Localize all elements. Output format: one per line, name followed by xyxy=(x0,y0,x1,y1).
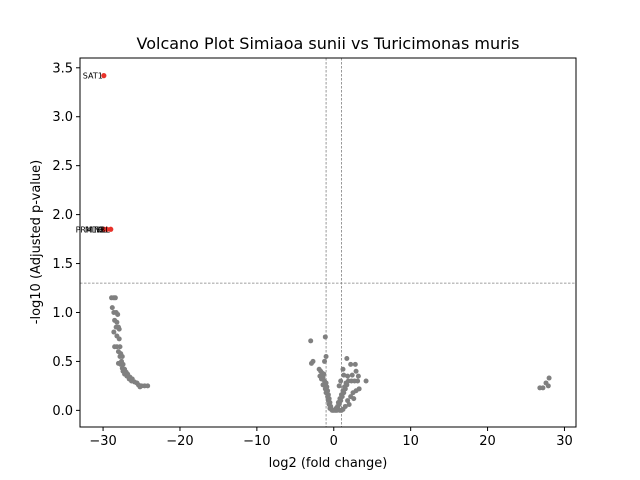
gene-label: PRMT8 xyxy=(76,225,103,234)
data-point xyxy=(344,355,350,361)
significant-point xyxy=(108,226,114,232)
x-axis-ticks: −30 −20 −10 0 10 20 30 xyxy=(89,427,573,449)
threshold-lines xyxy=(80,58,576,427)
x-tick-label: 20 xyxy=(479,434,496,449)
data-point xyxy=(349,372,355,378)
y-axis-title: -log10 (Adjusted p-value) xyxy=(29,160,44,324)
data-point xyxy=(114,319,120,325)
data-point xyxy=(342,403,348,409)
y-tick-label: 3.5 xyxy=(52,61,73,76)
data-point xyxy=(323,354,329,360)
data-point xyxy=(345,373,351,379)
y-tick-label: 1.5 xyxy=(52,257,73,272)
data-point xyxy=(120,361,126,367)
data-point xyxy=(336,383,342,389)
data-point xyxy=(322,334,328,340)
data-point xyxy=(348,361,354,367)
data-point xyxy=(112,295,118,301)
y-tick-label: 2.5 xyxy=(52,159,73,174)
data-point xyxy=(350,390,356,396)
y-tick-label: 3.0 xyxy=(52,110,73,125)
data-point xyxy=(340,366,346,372)
gene-label: NBL xyxy=(94,225,110,234)
significant-point xyxy=(104,226,110,232)
y-tick-label: 2.0 xyxy=(52,208,73,223)
data-point xyxy=(540,385,546,391)
x-tick-label: −10 xyxy=(243,434,270,449)
data-point xyxy=(338,378,344,384)
data-points xyxy=(101,73,552,413)
data-point xyxy=(137,384,143,390)
y-tick-label: 0.5 xyxy=(52,355,73,370)
data-point xyxy=(546,375,552,381)
data-point xyxy=(145,383,151,389)
x-tick-label: 0 xyxy=(330,434,338,449)
data-point xyxy=(320,382,326,388)
data-point xyxy=(308,360,314,366)
data-point xyxy=(119,354,125,360)
data-point xyxy=(346,401,352,407)
plot-frame xyxy=(79,57,577,428)
y-tick-label: 1.0 xyxy=(52,306,73,321)
data-point xyxy=(352,361,358,367)
chart-title: Volcano Plot Simiaoa sunii vs Turicimona… xyxy=(137,34,520,53)
data-point xyxy=(341,372,347,378)
data-point xyxy=(308,338,314,344)
data-point xyxy=(117,344,123,350)
x-tick-label: 30 xyxy=(556,434,573,449)
data-point xyxy=(355,378,361,384)
y-tick-label: 0.0 xyxy=(52,404,73,419)
data-point xyxy=(363,378,369,384)
gene-label: MLKL xyxy=(85,225,107,234)
data-point xyxy=(116,336,122,342)
data-point xyxy=(111,329,117,335)
x-tick-label: 10 xyxy=(402,434,419,449)
data-point xyxy=(116,326,122,332)
data-point xyxy=(351,396,357,402)
y-axis-ticks: 0.0 0.5 1.0 1.5 2.0 2.5 3.0 3.5 xyxy=(52,61,80,419)
x-tick-label: −30 xyxy=(89,434,116,449)
data-point xyxy=(345,398,351,404)
x-tick-label: −20 xyxy=(166,434,193,449)
data-point xyxy=(109,305,115,311)
data-point xyxy=(353,368,359,374)
data-point xyxy=(322,358,328,364)
data-point xyxy=(545,383,551,389)
significant-point xyxy=(101,73,107,79)
data-point xyxy=(115,311,121,317)
gene-label: SAT1 xyxy=(83,72,103,81)
data-point xyxy=(355,373,361,379)
x-axis-title: log2 (fold change) xyxy=(269,456,388,471)
